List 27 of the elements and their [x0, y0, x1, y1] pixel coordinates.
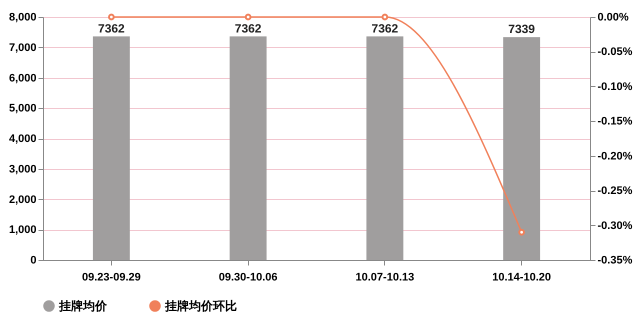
y-tick-label: 4,000 [8, 133, 36, 145]
y2-tick-label: -0.25% [598, 185, 633, 198]
y2-tick-label: -0.20% [598, 150, 633, 162]
data-label: 7362 [372, 21, 399, 36]
y-tick-label: 6,000 [8, 72, 36, 84]
data-label: 7362 [234, 21, 262, 36]
y-tick-label: 3,000 [8, 163, 36, 176]
data-label: 7362 [98, 21, 126, 36]
y2-tick-label: -0.30% [598, 220, 633, 232]
y-tick-label: 5,000 [8, 102, 36, 115]
x-tick-label: 10.07-10.13 [356, 272, 414, 284]
y-tick-label: 0 [30, 254, 36, 266]
legend-label: 挂牌均价 [58, 299, 108, 313]
y-tick-label: 1,000 [8, 224, 36, 236]
y2-tick-label: -0.05% [598, 46, 633, 58]
y2-tick-label: -0.35% [598, 254, 633, 266]
x-tick-label: 10.14-10.20 [492, 272, 551, 284]
y-tick-label: 2,000 [8, 194, 36, 206]
x-tick-label: 09.23-09.29 [82, 272, 141, 284]
y-tick-label: 8,000 [8, 12, 36, 24]
data-label: 7339 [508, 22, 536, 36]
legend-label: 挂牌均价环比 [164, 299, 237, 313]
y2-tick-label: -0.15% [598, 116, 633, 128]
y-tick-label: 7,000 [8, 42, 36, 54]
x-tick-label: 09.30-10.06 [218, 272, 278, 284]
y2-tick-label: 0.00% [598, 12, 629, 24]
y2-tick-label: -0.10% [598, 80, 633, 93]
